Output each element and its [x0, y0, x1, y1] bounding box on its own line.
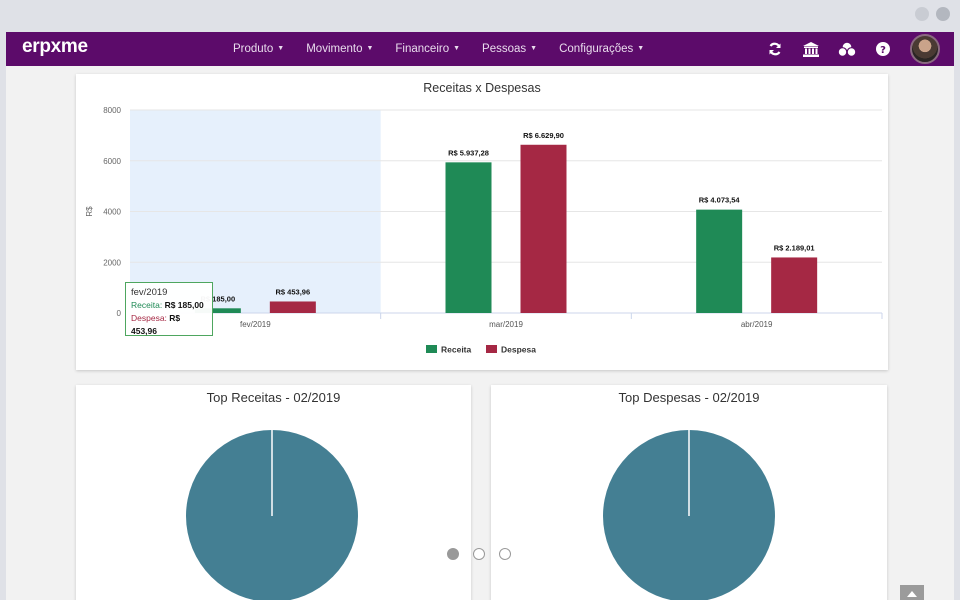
- menu-label: Produto: [233, 43, 274, 55]
- menu-movimento[interactable]: Movimento ▼: [306, 43, 373, 55]
- x-tick-label: fev/2019: [240, 320, 271, 329]
- main-menu: Produto ▼ Movimento ▼ Financeiro ▼ Pessoas ▼…: [233, 32, 644, 66]
- bar-despesa: [771, 257, 818, 313]
- pager-dot[interactable]: [499, 548, 511, 560]
- bar-despesa: [520, 144, 567, 313]
- arrow-up-icon: [907, 591, 917, 597]
- top-receitas-card: Top Receitas - 02/2019: [76, 385, 471, 600]
- y-tick-label: 0: [117, 309, 122, 318]
- scroll-to-top-button[interactable]: [900, 585, 924, 600]
- tooltip-title: fev/2019: [131, 287, 168, 298]
- y-tick-label: 4000: [103, 208, 121, 217]
- menu-produto[interactable]: Produto ▼: [233, 43, 284, 55]
- menu-label: Movimento: [306, 43, 363, 55]
- y-tick-label: 2000: [103, 258, 121, 267]
- caret-down-icon: ▼: [637, 45, 645, 52]
- data-label: R$ 6.629,90: [523, 131, 564, 140]
- caret-down-icon: ▼: [530, 45, 538, 52]
- carousel-pager: [447, 548, 511, 560]
- receitas-despesas-card: 0 2000 4000 6000 8000 R$ fev/2019 R$ 185,00 R$ 4…: [76, 74, 888, 370]
- top-despesas-title: Top Despesas - 02/2019: [618, 390, 760, 405]
- caret-down-icon: ▼: [366, 45, 374, 52]
- nav-icon-group: ?: [766, 32, 892, 66]
- bar-receita: [194, 308, 241, 313]
- menu-label: Configurações: [559, 43, 634, 55]
- data-label: R$ 2.189,01: [774, 243, 815, 252]
- menu-pessoas[interactable]: Pessoas ▼: [482, 43, 537, 55]
- bar-chart-title: Receitas x Despesas: [423, 81, 541, 95]
- top-navbar: erpxme Produto ▼ Movimento ▼ Financeiro ▼ P…: [6, 32, 954, 66]
- data-label: R$ 5.937,28: [448, 148, 489, 157]
- bar-receita: [696, 209, 743, 313]
- data-label: R$ 185,00: [201, 294, 236, 303]
- bar-chart-svg: 0 2000 4000 6000 8000 R$ fev/2019 R$ 185,00 R$ 4…: [85, 106, 883, 355]
- tooltip-receita-row: Receita: R$ 185,00: [131, 299, 207, 312]
- app-screen: erpxme Produto ▼ Movimento ▼ Financeiro ▼ P…: [6, 32, 954, 600]
- tooltip-receita-value: R$ 185,00: [164, 300, 204, 310]
- menu-label: Financeiro: [395, 43, 450, 55]
- menu-financeiro[interactable]: Financeiro ▼: [395, 43, 460, 55]
- pager-dot[interactable]: [473, 548, 485, 560]
- x-tick-label: abr/2019: [741, 320, 773, 329]
- window-dot[interactable]: [915, 7, 929, 21]
- y-axis-title: R$: [85, 206, 94, 217]
- caret-down-icon: ▼: [277, 45, 285, 52]
- legend-swatch: [486, 345, 497, 353]
- tooltip-receita-label: Receita:: [131, 300, 163, 310]
- tooltip-despesa-label: Despesa:: [131, 313, 167, 323]
- pie-chart-receitas: [186, 430, 358, 600]
- x-tick-label: mar/2019: [489, 320, 523, 329]
- svg-text:?: ?: [880, 45, 886, 56]
- y-tick-label: 8000: [103, 106, 121, 115]
- y-tick-label: 6000: [103, 157, 121, 166]
- legend-label: Despesa: [501, 345, 536, 355]
- tooltip-despesa-row: Despesa: R$ 453,96: [131, 312, 207, 338]
- window-controls: [915, 7, 950, 21]
- menu-label: Pessoas: [482, 43, 527, 55]
- bar-despesa: [269, 301, 316, 313]
- data-label: R$ 4.073,54: [699, 196, 741, 205]
- top-despesas-card: Top Despesas - 02/2019: [491, 385, 887, 600]
- bar-receita: [445, 162, 492, 313]
- tooltip-despesa-value: R$ 453,96: [131, 313, 181, 336]
- chart-tooltip: fev/2019 Receita: R$ 185,00 Despesa: R$ …: [125, 282, 213, 336]
- app-logo[interactable]: erpxme: [22, 36, 88, 57]
- user-avatar[interactable]: [910, 34, 940, 64]
- menu-configuracoes[interactable]: Configurações ▼: [559, 43, 644, 55]
- refresh-icon[interactable]: [766, 40, 784, 58]
- data-label: R$ 453,96: [276, 287, 311, 296]
- legend-label: Receita: [441, 345, 472, 355]
- top-receitas-title: Top Receitas - 02/2019: [206, 390, 341, 405]
- window-dot[interactable]: [936, 7, 950, 21]
- caret-down-icon: ▼: [453, 45, 461, 52]
- help-icon[interactable]: ?: [874, 40, 892, 58]
- pie-chart-despesas: [603, 430, 775, 600]
- bank-icon[interactable]: [802, 40, 820, 58]
- legend-swatch: [426, 345, 437, 353]
- coins-icon[interactable]: [838, 40, 856, 58]
- pager-dot[interactable]: [447, 548, 459, 560]
